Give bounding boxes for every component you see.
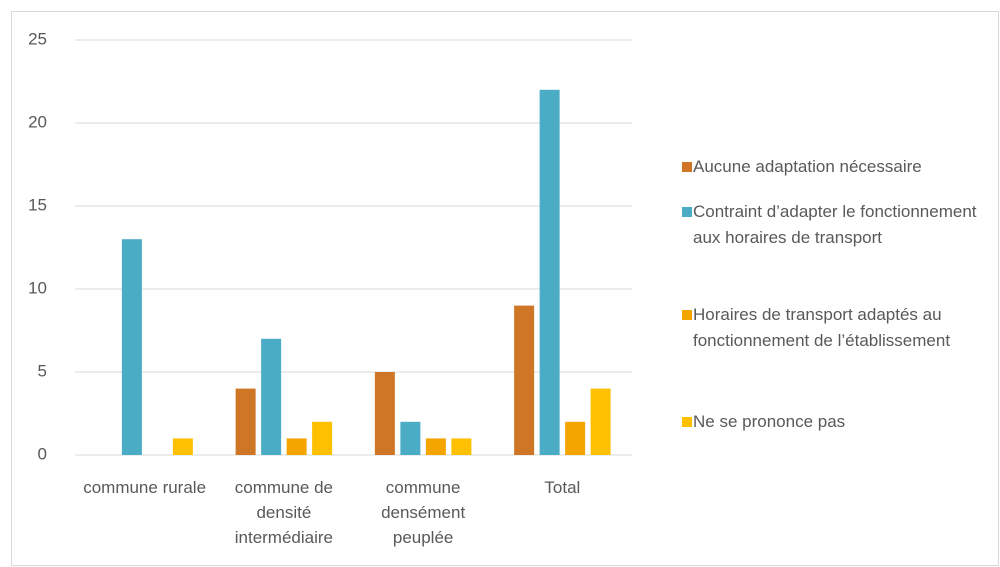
bar [400,421,421,455]
legend-swatch [682,310,692,320]
legend-label: Ne se prononce pas [693,412,846,431]
bar [312,421,333,455]
y-tick-label: 10 [28,278,47,297]
y-tick-label: 25 [28,29,47,48]
bar [286,438,307,455]
y-tick-label: 0 [38,444,47,463]
legend-label: Horaires de transport adaptés au fonctio… [693,305,951,350]
bar [121,239,142,455]
legend-swatch [682,417,692,427]
x-tick-label: commune densément peuplée [381,478,466,547]
bar [374,372,395,455]
y-tick-label: 20 [28,112,47,131]
x-tick-label: commune rurale [83,478,207,497]
bar [235,388,256,455]
legend-swatch [682,207,692,217]
legend-swatch [682,162,692,172]
bar [451,438,472,455]
bar [514,305,535,455]
bar [590,388,611,455]
bar [425,438,446,455]
legend-label: Aucune adaptation nécessaire [693,157,922,176]
bar [261,338,282,455]
x-tick-label: Total [544,478,581,497]
y-tick-label: 15 [28,195,47,214]
bar [172,438,193,455]
bar [539,89,560,456]
y-tick-label: 5 [38,361,47,380]
legend-label: Contraint d’adapter le fonctionnement au… [693,202,977,247]
chart-border [11,11,999,566]
x-tick-label: commune de densité intermédiaire [234,478,334,547]
bar [565,421,586,455]
